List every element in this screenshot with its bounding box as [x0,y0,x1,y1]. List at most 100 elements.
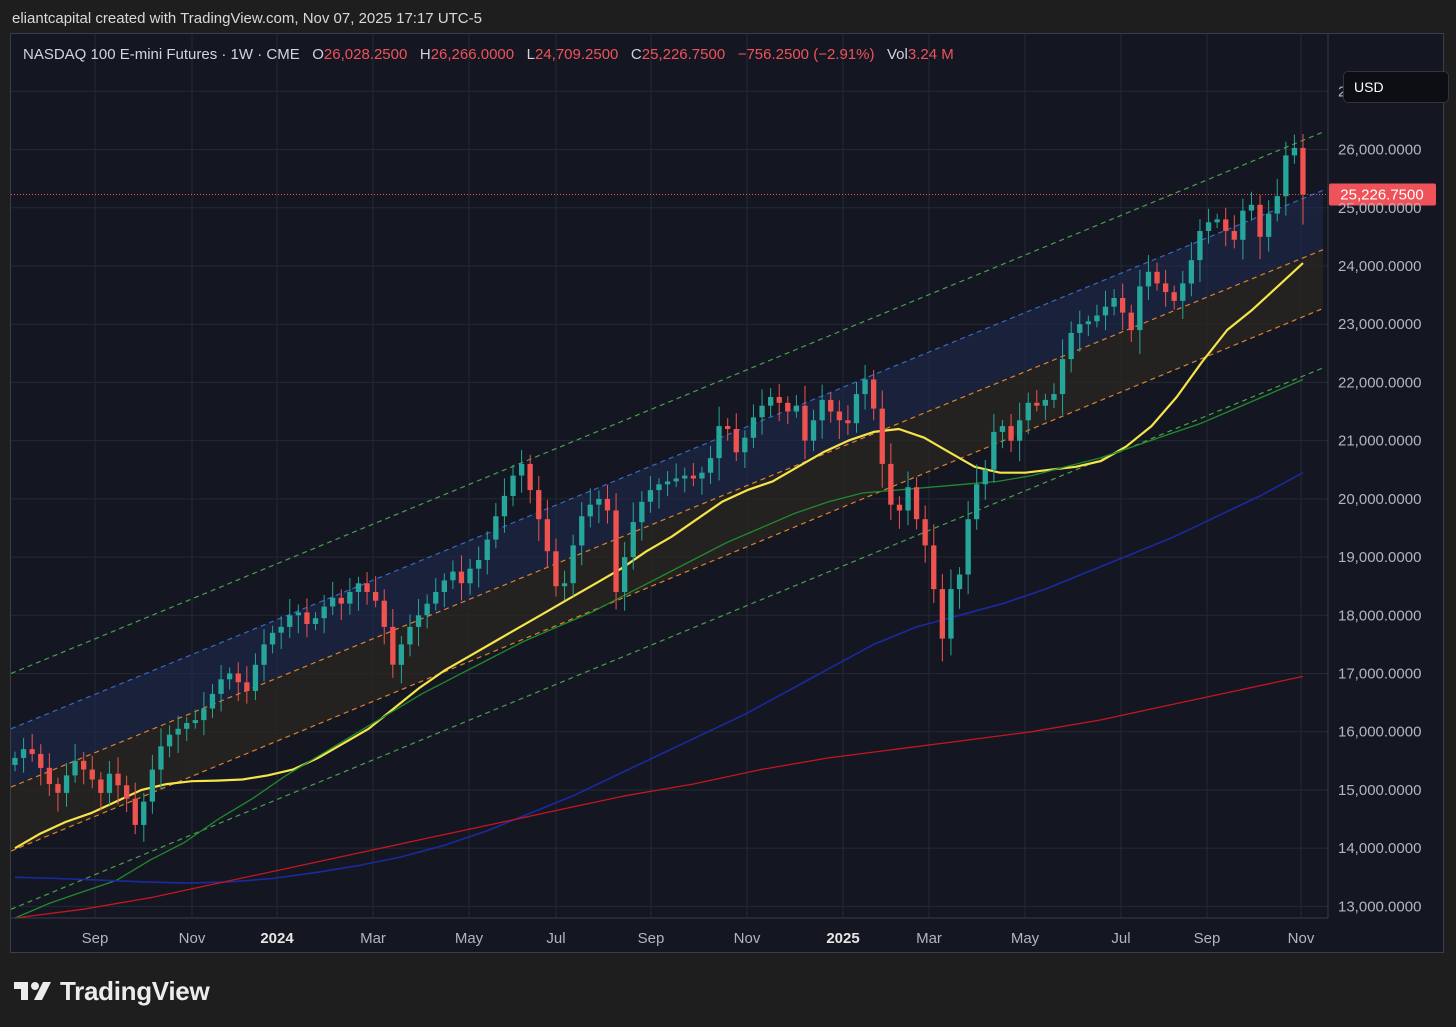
candle-body [98,779,104,793]
candle-body [707,458,714,473]
candle-body [991,431,997,470]
candle-body [1128,312,1134,331]
x-axis-tick-label: Sep [638,930,665,947]
candle-body [1111,298,1117,307]
candle-body [682,475,688,479]
candle-body [347,592,353,604]
candle-body [1180,283,1186,301]
candle-body [519,463,525,476]
x-axis-tick-label: 2025 [826,930,859,947]
candle-body [355,583,362,592]
candle-body [974,484,980,520]
candle-body [141,801,147,825]
candle-body [853,394,860,424]
last-price-tag [1329,183,1436,206]
candle-body [415,615,422,627]
candle-body [364,583,370,592]
candle-body [561,583,568,587]
candle-body [716,426,722,459]
candle-body [458,571,465,584]
channel-line-inner-upper [11,249,1324,788]
candle-body [312,618,319,624]
candle-body [836,411,842,421]
candle-body [810,420,817,441]
x-axis-tick-label: Nov [1288,930,1315,947]
candle-body [956,574,963,590]
candle-body [604,498,611,511]
candle-body [510,475,516,496]
candle-body [1085,321,1091,325]
candle-body [321,606,327,619]
volume-label: Vol [887,46,908,63]
last-price-label: 25,226.7500 [1340,187,1423,204]
candle-body [939,589,945,639]
candle-body [124,785,130,799]
candle-body [1137,286,1143,331]
candle-body [922,519,928,546]
candle-body [227,673,233,680]
x-axis-tick-label: May [1011,930,1040,947]
candle-body [750,417,757,438]
x-axis-tick-label: Mar [916,930,942,947]
moving-average-blue [14,471,1304,884]
y-axis-tick-label: 22,000.0000 [1338,374,1421,391]
candle-body [699,472,705,479]
open-label: O [312,46,324,63]
candle-body [1214,219,1220,223]
candle-body [862,379,868,395]
volume-value: 3.24 M [907,46,954,63]
chart-canvas[interactable]: 25,226.750027,000.000026,000.000025,000.… [11,34,1443,952]
chart-caption: eliantcapital created with TradingView.c… [12,10,482,27]
candle-body [802,405,808,441]
candle-body [1077,324,1083,333]
moving-average-yellow [14,262,1304,850]
candle-body [596,498,602,505]
candle-body [622,557,628,592]
candle-body [639,501,645,523]
candle-body [433,592,439,604]
candle-body [484,539,490,560]
candle-body [647,490,654,502]
candle-body [390,626,396,665]
y-axis-tick-label: 15,000.0000 [1338,782,1421,799]
candle-body [690,475,696,479]
channel-line-mid-upper [11,189,1324,730]
candle-body [398,644,404,665]
candle-body [106,773,113,793]
close-value: 25,226.7500 [641,46,726,63]
y-axis-tick-label: 23,000.0000 [1338,316,1421,333]
candle-body [1042,399,1048,406]
symbol-title[interactable]: NASDAQ 100 E-mini Futures · 1W · CME [23,46,300,63]
candle-body [1300,147,1306,195]
tradingview-logo-icon [14,982,51,1000]
brand-name: TradingView [60,975,210,1006]
candle-body [1120,298,1126,313]
candle-body [785,402,791,412]
brand[interactable]: TradingView [14,974,210,1008]
change-value: −756.2500 (−2.91%) [737,46,875,63]
candle-body [158,746,164,770]
candle-body [1223,219,1229,231]
candle-body [1163,283,1169,293]
candle-body [55,784,61,793]
candle-body [536,490,542,520]
candle-body [441,580,447,592]
candle-body [476,560,482,569]
candle-body [931,545,937,590]
candle-body [304,612,310,624]
candle-body [338,597,344,604]
candle-body [1188,260,1194,284]
chart-pane[interactable]: 25,226.750027,000.000026,000.000025,000.… [10,33,1449,953]
y-axis-tick-label: 17,000.0000 [1338,666,1421,683]
currency-button[interactable]: USD [1343,71,1449,103]
x-axis-tick-label: Nov [734,930,761,947]
y-axis-tick-label: 26,000.0000 [1338,142,1421,159]
candle-body [579,516,585,546]
candle-body [493,516,499,540]
candle-body [613,510,619,592]
candle-body [20,749,27,758]
candle-body [733,429,739,453]
candle-body [373,592,379,601]
candle-body [192,720,198,723]
candle-body [999,426,1006,432]
